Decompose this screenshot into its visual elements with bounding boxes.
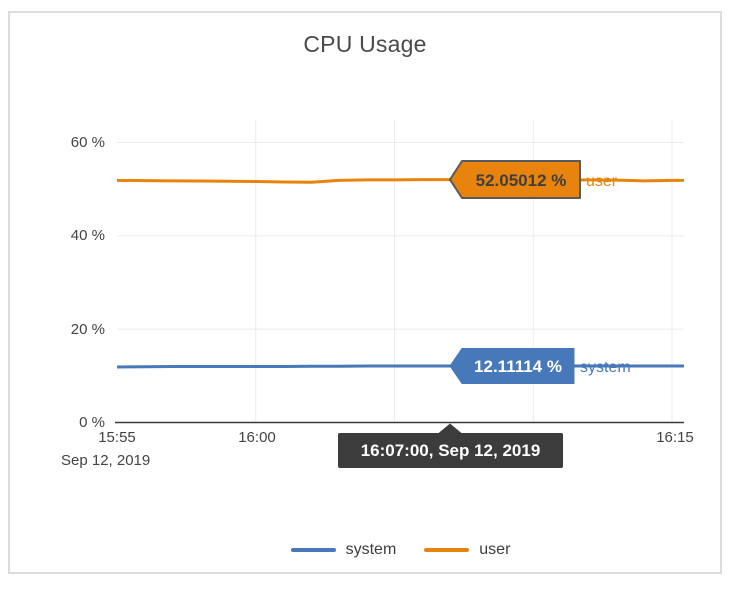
legend-label-system: system (345, 541, 397, 558)
x-axis-date-label: Sep 12, 2019 (61, 452, 151, 469)
time-tooltip-label: 16:07:00, Sep 12, 2019 (360, 441, 541, 460)
system-line-swatch-icon (290, 548, 336, 552)
user-value-callout (449, 160, 581, 199)
legend-label-user: user (479, 541, 511, 558)
user-series-name: user (586, 173, 618, 190)
user-line-swatch-icon (424, 548, 470, 552)
legend: system user (117, 541, 684, 559)
legend-item-user[interactable]: user (424, 541, 510, 559)
series-line-system (116, 364, 684, 369)
time-tooltip-box (338, 433, 563, 468)
system-value-callout (449, 348, 575, 384)
x-tick-1615: 16:15 (656, 429, 694, 446)
y-tick-20: 20 % (70, 321, 105, 338)
user-value-label: 52.05012 % (476, 171, 567, 190)
gridlines (117, 120, 684, 423)
chart-frame (8, 11, 722, 574)
y-tick-60: 60 % (70, 134, 105, 151)
legend-item-system[interactable]: system (290, 541, 397, 559)
y-tick-0: 0 % (79, 414, 105, 431)
y-tick-40: 40 % (70, 227, 105, 244)
system-value-label: 12.11114 % (474, 357, 562, 376)
system-series-name: system (580, 359, 631, 376)
x-tick-1555: 15:55 (98, 429, 136, 446)
time-tooltip-pointer-icon (438, 423, 462, 434)
series-line-user (116, 178, 684, 184)
chart-title: CPU Usage (303, 31, 427, 57)
x-tick-1600: 16:00 (238, 429, 276, 446)
